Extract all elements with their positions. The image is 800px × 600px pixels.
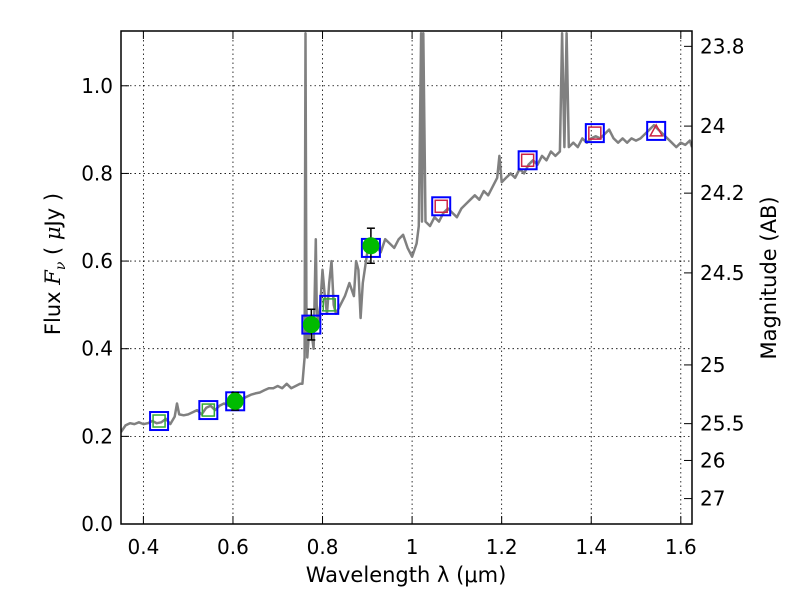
observed-point-triangle [648, 123, 664, 137]
x-tick-label: 0.4 [127, 535, 159, 559]
x-tick-label: 0.6 [217, 535, 249, 559]
observed-point-square [201, 403, 216, 417]
y-axis-label: Flux Fν ( μJy ) [41, 193, 69, 335]
plot-area [121, 31, 692, 433]
x-tick-label: 1.2 [486, 535, 518, 559]
y-tick-label: 0.2 [81, 424, 113, 448]
model-point-square [431, 196, 452, 217]
observed-point-square [322, 298, 336, 312]
x-tick-label: 0.8 [307, 535, 339, 559]
model-point-square [149, 411, 170, 432]
observed-point-circle [362, 237, 380, 255]
right-tick-label: 26 [700, 448, 725, 472]
model-point-square [584, 123, 605, 144]
model-point-square [319, 294, 340, 315]
y-tick-label: 0.6 [81, 249, 113, 273]
y-tick-label: 1.0 [81, 74, 113, 98]
y-axis-right-label: Magnitude (AB) [757, 196, 781, 359]
right-tick-label: 25.5 [700, 412, 745, 436]
observed-point-circle [302, 316, 320, 334]
right-tick-label: 24.5 [700, 261, 745, 285]
right-tick-label: 25 [700, 353, 725, 377]
model-point-square [646, 120, 667, 141]
observed-point-square [520, 153, 535, 168]
plot-frame [120, 30, 693, 525]
y-tick-label: 0.0 [81, 512, 113, 536]
right-tick-label: 24.2 [700, 181, 745, 205]
right-tick-label: 27 [700, 487, 725, 511]
observed-point-square [588, 126, 602, 140]
axis-ticks: 0.4 0.6 0.8 1 1.2 1.4 1.6 0.0 0.2 0.4 0.6 0.8 1.0 23.… [81, 31, 745, 559]
observed-point-square [152, 414, 166, 428]
right-tick-label: 23.8 [700, 34, 745, 58]
x-axis-label: Wavelength λ (μm) [306, 563, 507, 587]
spectrum-line [121, 31, 692, 433]
x-tick-label: 1 [406, 535, 419, 559]
model-point-square [198, 400, 219, 421]
y-tick-label: 0.4 [81, 337, 113, 361]
grid [121, 31, 692, 525]
observed-point-circle [226, 392, 244, 410]
x-tick-label: 1.6 [665, 535, 697, 559]
right-tick-label: 24 [700, 114, 725, 138]
model-point-square [517, 150, 538, 171]
x-tick-label: 1.4 [575, 535, 607, 559]
observed-point-square [434, 199, 448, 214]
y-tick-label: 0.8 [81, 161, 113, 185]
